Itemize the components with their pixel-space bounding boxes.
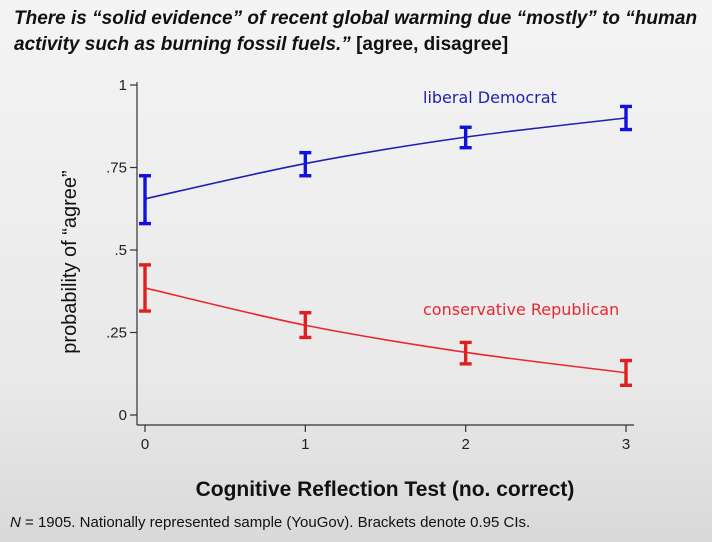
series-lines [144,117,627,374]
y-tick-label: .5 [114,242,127,259]
y-axis-title: probability of “agree” [59,170,81,353]
series-label-conservative-republican: conservative Republican [423,300,619,319]
ci-brackets [139,104,632,387]
ci-bracket [459,340,472,366]
response-options: [agree, disagree] [356,34,509,55]
chart-title: There is “solid evidence” of recent glob… [14,6,704,58]
x-tick-label: 2 [461,436,469,453]
series-line-0 [144,117,627,200]
y-tick-label: .75 [106,160,127,177]
ci-bracket [139,174,151,226]
x-axis-title: Cognitive Reflection Test (no. correct) [196,478,575,501]
axes: 0 .25 .5 .75 1 0 1 2 3 [106,77,635,453]
survey-question: There is “solid evidence” of recent glob… [14,8,698,55]
ci-bracket [299,150,312,178]
footnote-text: = 1905. Nationally represented sample (Y… [20,514,531,531]
ci-bracket [459,125,472,150]
footnote: N = 1905. Nationally represented sample … [10,514,710,531]
x-tick-label: 3 [622,436,630,453]
ci-bracket [620,358,632,387]
ci-bracket [620,104,632,132]
ci-bracket [139,263,151,313]
y-tick-label: .25 [106,325,127,342]
footnote-n: N [10,514,21,531]
series-line-1 [144,287,627,374]
y-tick-label: 1 [119,77,127,94]
y-tick-label: 0 [119,407,127,424]
ci-bracket [299,311,312,340]
series-label-liberal-democrat: liberal Democrat [423,88,557,107]
x-tick-label: 0 [141,436,149,453]
x-tick-label: 1 [301,436,309,453]
